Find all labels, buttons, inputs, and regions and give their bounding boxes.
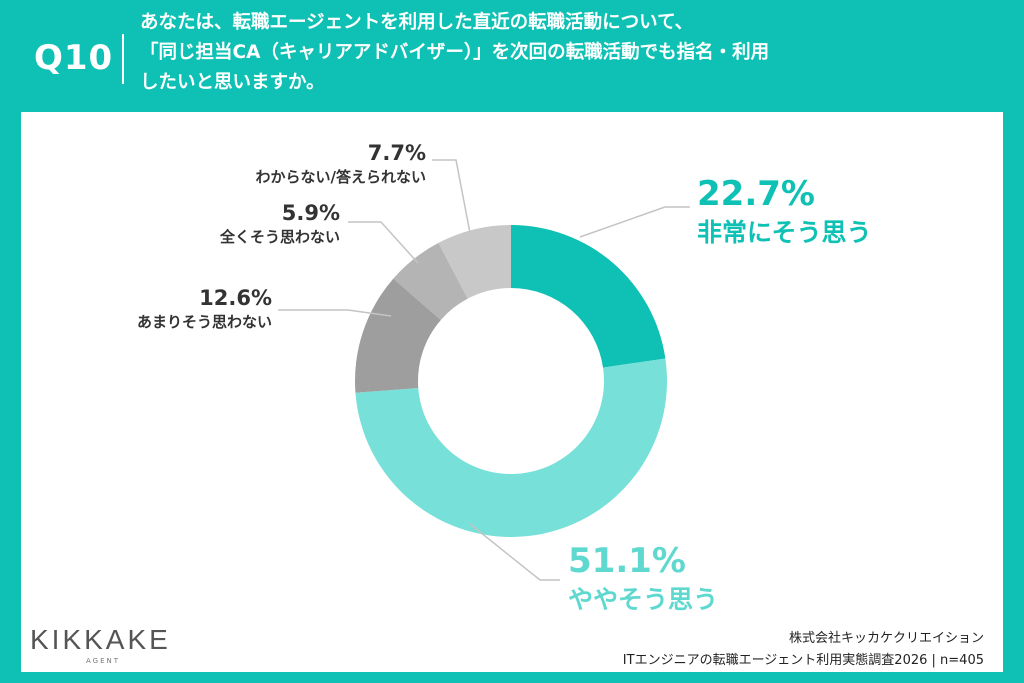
data-label-value: 7.7% bbox=[368, 141, 426, 165]
donut-slice bbox=[393, 242, 468, 320]
donut-slice bbox=[355, 278, 441, 393]
data-label-value: 12.6% bbox=[199, 286, 272, 310]
question-divider bbox=[122, 34, 124, 84]
header: Q10 あなたは、転職エージェントを利用した直近の転職活動について、 「同じ担当… bbox=[0, 0, 1024, 106]
question-number: Q10 bbox=[34, 38, 114, 78]
data-label-value: 22.7% bbox=[697, 174, 815, 214]
question-line: したいと思いますか。 bbox=[140, 72, 325, 93]
question-line: 「同じ担当CA（キャリアアドバイザー）」を次回の転職活動でも指名・利用 bbox=[140, 42, 770, 63]
data-label-category: ややそう思う bbox=[568, 585, 718, 614]
leader-line bbox=[469, 523, 560, 581]
leader-line bbox=[579, 206, 690, 238]
leader-line bbox=[348, 221, 419, 264]
question-line: あなたは、転職エージェントを利用した直近の転職活動について、 bbox=[140, 12, 694, 33]
brand-logo: KIKKAKE bbox=[30, 624, 171, 655]
donut-slice bbox=[355, 358, 667, 537]
data-label-category: 全くそう思わない bbox=[219, 228, 340, 246]
data-label-category: 非常にそう思う bbox=[697, 218, 872, 247]
brand-logo-sub: AGENT bbox=[86, 657, 121, 665]
data-label-category: あまりそう思わない bbox=[137, 313, 272, 331]
data-label-value: 51.1% bbox=[568, 541, 686, 581]
question-text: あなたは、転職エージェントを利用した直近の転職活動について、 「同じ担当CA（キ… bbox=[140, 8, 940, 98]
company-name: 株式会社キッカケクリエイション bbox=[788, 631, 984, 646]
donut-slice bbox=[438, 225, 511, 299]
chart-card bbox=[21, 112, 1003, 672]
survey-info: ITエンジニアの転職エージェント利用実態調査2026 | n=405 bbox=[622, 653, 984, 668]
leader-line bbox=[432, 159, 471, 234]
donut-slice bbox=[511, 225, 666, 368]
data-label-value: 5.9% bbox=[282, 201, 340, 225]
data-label-category: わからない/答えられない bbox=[256, 168, 426, 186]
leader-line bbox=[278, 309, 392, 317]
